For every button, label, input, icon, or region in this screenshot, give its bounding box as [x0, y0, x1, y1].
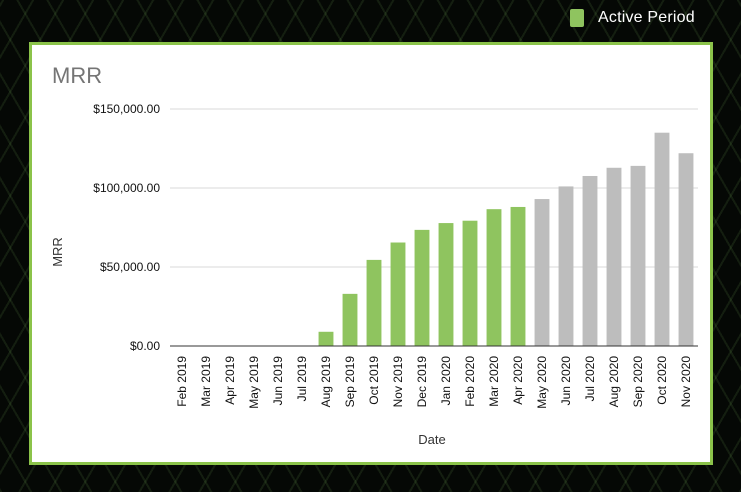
x-tick-label: Aug 2020	[607, 356, 621, 408]
bar-jun-2020	[558, 186, 574, 346]
x-tick-label: Jul 2019	[295, 356, 309, 402]
y-tick-label: $100,000.00	[93, 181, 160, 195]
x-tick-label: Oct 2020	[655, 356, 669, 405]
x-tick-label: Feb 2019	[175, 356, 189, 407]
bar-oct-2020	[654, 132, 670, 346]
bar-mar-2020	[486, 209, 502, 346]
chart-title: MRR	[52, 63, 102, 88]
x-axis-title: Date	[418, 432, 445, 447]
bar-oct-2019	[366, 259, 382, 346]
bar-feb-2020	[462, 220, 478, 346]
legend-swatch	[570, 9, 584, 27]
bar-jul-2020	[582, 175, 598, 346]
mrr-chart: MRR $0.00 $50,000.00 $100,000.00 $150,000.0…	[50, 63, 698, 447]
bar-aug-2020	[606, 167, 622, 346]
bar-sep-2019	[342, 293, 358, 346]
x-tick-label: Sep 2019	[343, 356, 357, 408]
legend: Active Period	[570, 9, 695, 27]
x-tick-label: Jan 2020	[439, 356, 453, 406]
x-tick-label: Dec 2019	[415, 356, 429, 408]
bar-may-2020	[534, 199, 550, 346]
bar-nov-2020	[678, 153, 694, 346]
x-tick-label: Sep 2020	[631, 356, 645, 408]
x-tick-label: Mar 2019	[199, 356, 213, 407]
legend-label: Active Period	[598, 9, 695, 26]
x-tick-label: Jun 2020	[559, 356, 573, 406]
x-tick-label: Oct 2019	[367, 356, 381, 405]
x-tick-label: Apr 2020	[511, 356, 525, 405]
chart-card: MRR $0.00 $50,000.00 $100,000.00 $150,000.0…	[29, 42, 713, 465]
x-tick-label: May 2020	[535, 356, 549, 409]
x-tick-label: Nov 2019	[391, 356, 405, 408]
y-axis-title: MRR	[50, 237, 65, 267]
x-tick-label: Jun 2019	[271, 356, 285, 406]
x-tick-label: May 2019	[247, 356, 261, 409]
y-axis-ticks: $0.00 $50,000.00 $100,000.00 $150,000.00	[93, 102, 160, 353]
bar-dec-2019	[414, 229, 430, 346]
bar-jan-2020	[438, 223, 454, 346]
bar-nov-2019	[390, 242, 406, 346]
x-tick-label: Mar 2020	[487, 356, 501, 407]
x-tick-label: Apr 2019	[223, 356, 237, 405]
bar-aug-2019	[318, 331, 334, 346]
x-tick-label: Jul 2020	[583, 356, 597, 402]
y-tick-label: $50,000.00	[100, 260, 160, 274]
x-tick-label: Nov 2020	[679, 356, 693, 408]
x-tick-label: Aug 2019	[319, 356, 333, 408]
bars	[318, 132, 694, 346]
y-tick-label: $150,000.00	[93, 102, 160, 116]
y-tick-label: $0.00	[130, 339, 160, 353]
x-tick-label: Feb 2020	[463, 356, 477, 407]
x-axis-ticks: Feb 2019 Mar 2019 Apr 2019 May 2019 Jun 2019…	[175, 356, 693, 409]
bar-sep-2020	[630, 165, 646, 346]
bar-apr-2020	[510, 206, 526, 346]
